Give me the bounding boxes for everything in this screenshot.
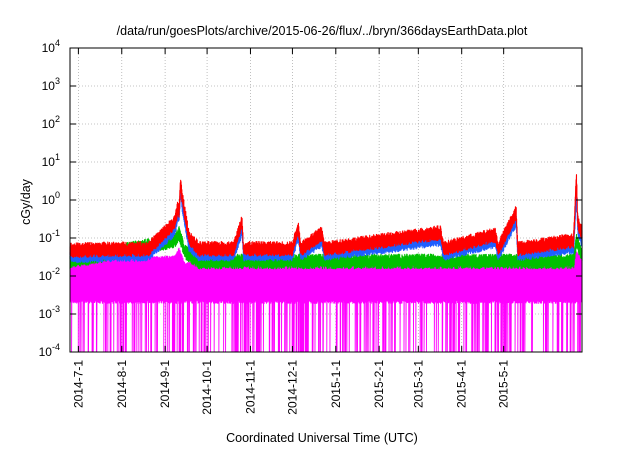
x-tick-label: 2014-11-1: [243, 360, 257, 414]
y-tick-label: 101: [42, 152, 60, 169]
y-tick-label: 10-3: [39, 304, 60, 321]
axes: 10-4 10-3 10-2 10-1 100 101 102 103 104 2014-7-1 2…: [39, 38, 583, 415]
chart-title: /data/run/goesPlots/archive/2015-06-26/f…: [117, 24, 528, 38]
data-layer: [69, 174, 583, 353]
series-line: [69, 174, 583, 258]
x-tick-label: 2015-2-1: [372, 360, 386, 408]
x-tick-label: 2014-10-1: [200, 360, 214, 415]
x-tick-label: 2015-4-1: [455, 360, 469, 408]
x-tick-label: 2015-3-1: [411, 360, 425, 408]
x-tick-label: 2014-7-1: [71, 360, 85, 408]
y-tick-label: 102: [42, 114, 60, 131]
y-tick-label: 10-1: [39, 228, 60, 245]
y-axis-label: cGy/day: [19, 178, 33, 225]
x-axis-label: Coordinated Universal Time (UTC): [226, 431, 418, 445]
y-tick-label: 10-4: [39, 342, 60, 359]
x-tick-label: 2015-5-1: [497, 360, 511, 408]
x-tick-label: 2014-12-1: [285, 360, 299, 415]
x-tick-label: 2014-8-1: [115, 360, 129, 408]
y-tick-label: 103: [42, 76, 60, 93]
x-tick-label: 2014-9-1: [158, 360, 172, 408]
plot-frame: [69, 47, 583, 353]
y-tick-label: 104: [42, 38, 60, 55]
y-tick-label: 10-2: [39, 266, 60, 283]
x-tick-label: 2015-1-1: [329, 360, 343, 408]
series-line: [69, 247, 583, 353]
y-tick-label: 100: [42, 190, 60, 207]
